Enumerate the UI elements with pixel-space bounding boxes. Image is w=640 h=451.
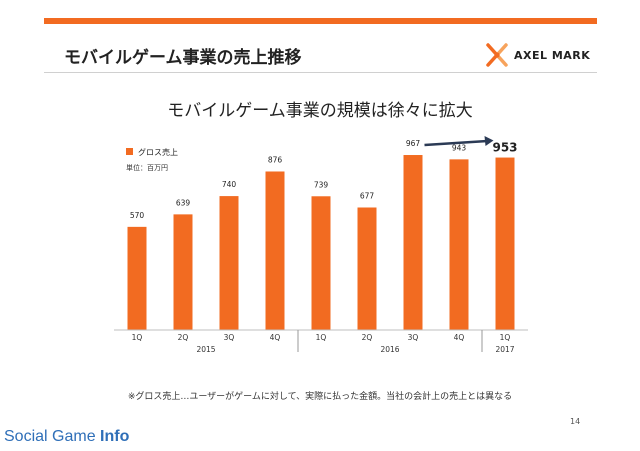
x-tick-label-6: 2Q [362,333,373,342]
year-label-2015: 2015 [196,345,215,354]
site-watermark: Social Game Info [4,428,129,446]
bar-3 [219,196,239,330]
x-tick-label-4: 4Q [270,333,281,342]
bar-2 [173,214,193,330]
watermark-text-bold: Info [100,428,130,445]
x-tick-label-9: 1Q [500,333,511,342]
growth-arrow-shaft [424,139,488,147]
x-tick-label-5: 1Q [316,333,327,342]
bar-6 [357,207,377,330]
bar-7 [403,155,423,330]
data-label-6: 677 [360,191,375,200]
data-label-1: 570 [130,211,145,220]
legend-label: グロス売上 [138,147,178,157]
slide-title: モバイルゲーム事業の売上推移 [64,48,302,68]
header-accent-bar [44,18,597,24]
chart-subtitle: モバイルゲーム事業の規模は徐々に拡大 [167,101,473,121]
logo-text: AXEL MARK [514,48,591,62]
bar-1 [127,226,147,330]
data-label-3: 740 [222,180,237,189]
legend-swatch [126,148,133,155]
data-label-2: 639 [176,198,191,207]
unit-note: 単位：百万円 [126,163,168,172]
bar-8 [449,159,469,330]
data-label-5: 739 [314,180,329,189]
growth-arrow-head [484,136,494,146]
title-divider [44,72,597,73]
bar-4 [265,171,285,330]
watermark-text: Social Game [4,428,101,445]
year-label-2017: 2017 [495,345,514,354]
x-tick-label-8: 4Q [454,333,465,342]
bar-5 [311,196,331,330]
x-tick-label-3: 3Q [224,333,235,342]
x-tick-label-7: 3Q [408,333,419,342]
company-logo: AXEL MARK [484,40,590,70]
data-label-4: 876 [268,155,283,164]
x-tick-label-2: 2Q [178,333,189,342]
data-label-9: 953 [492,141,517,155]
growth-arrow [424,136,494,147]
logo-mark-icon [486,43,508,67]
x-tick-label-1: 1Q [132,333,143,342]
data-label-7: 967 [406,139,421,148]
year-label-2016: 2016 [380,345,399,354]
bar-9 [495,157,515,330]
data-label-8: 943 [452,143,467,152]
footnote: ※グロス売上…ユーザーがゲームに対して、実際に払った金額。当社の会計上の売上とは… [127,392,513,402]
page-number: 14 [570,417,581,426]
